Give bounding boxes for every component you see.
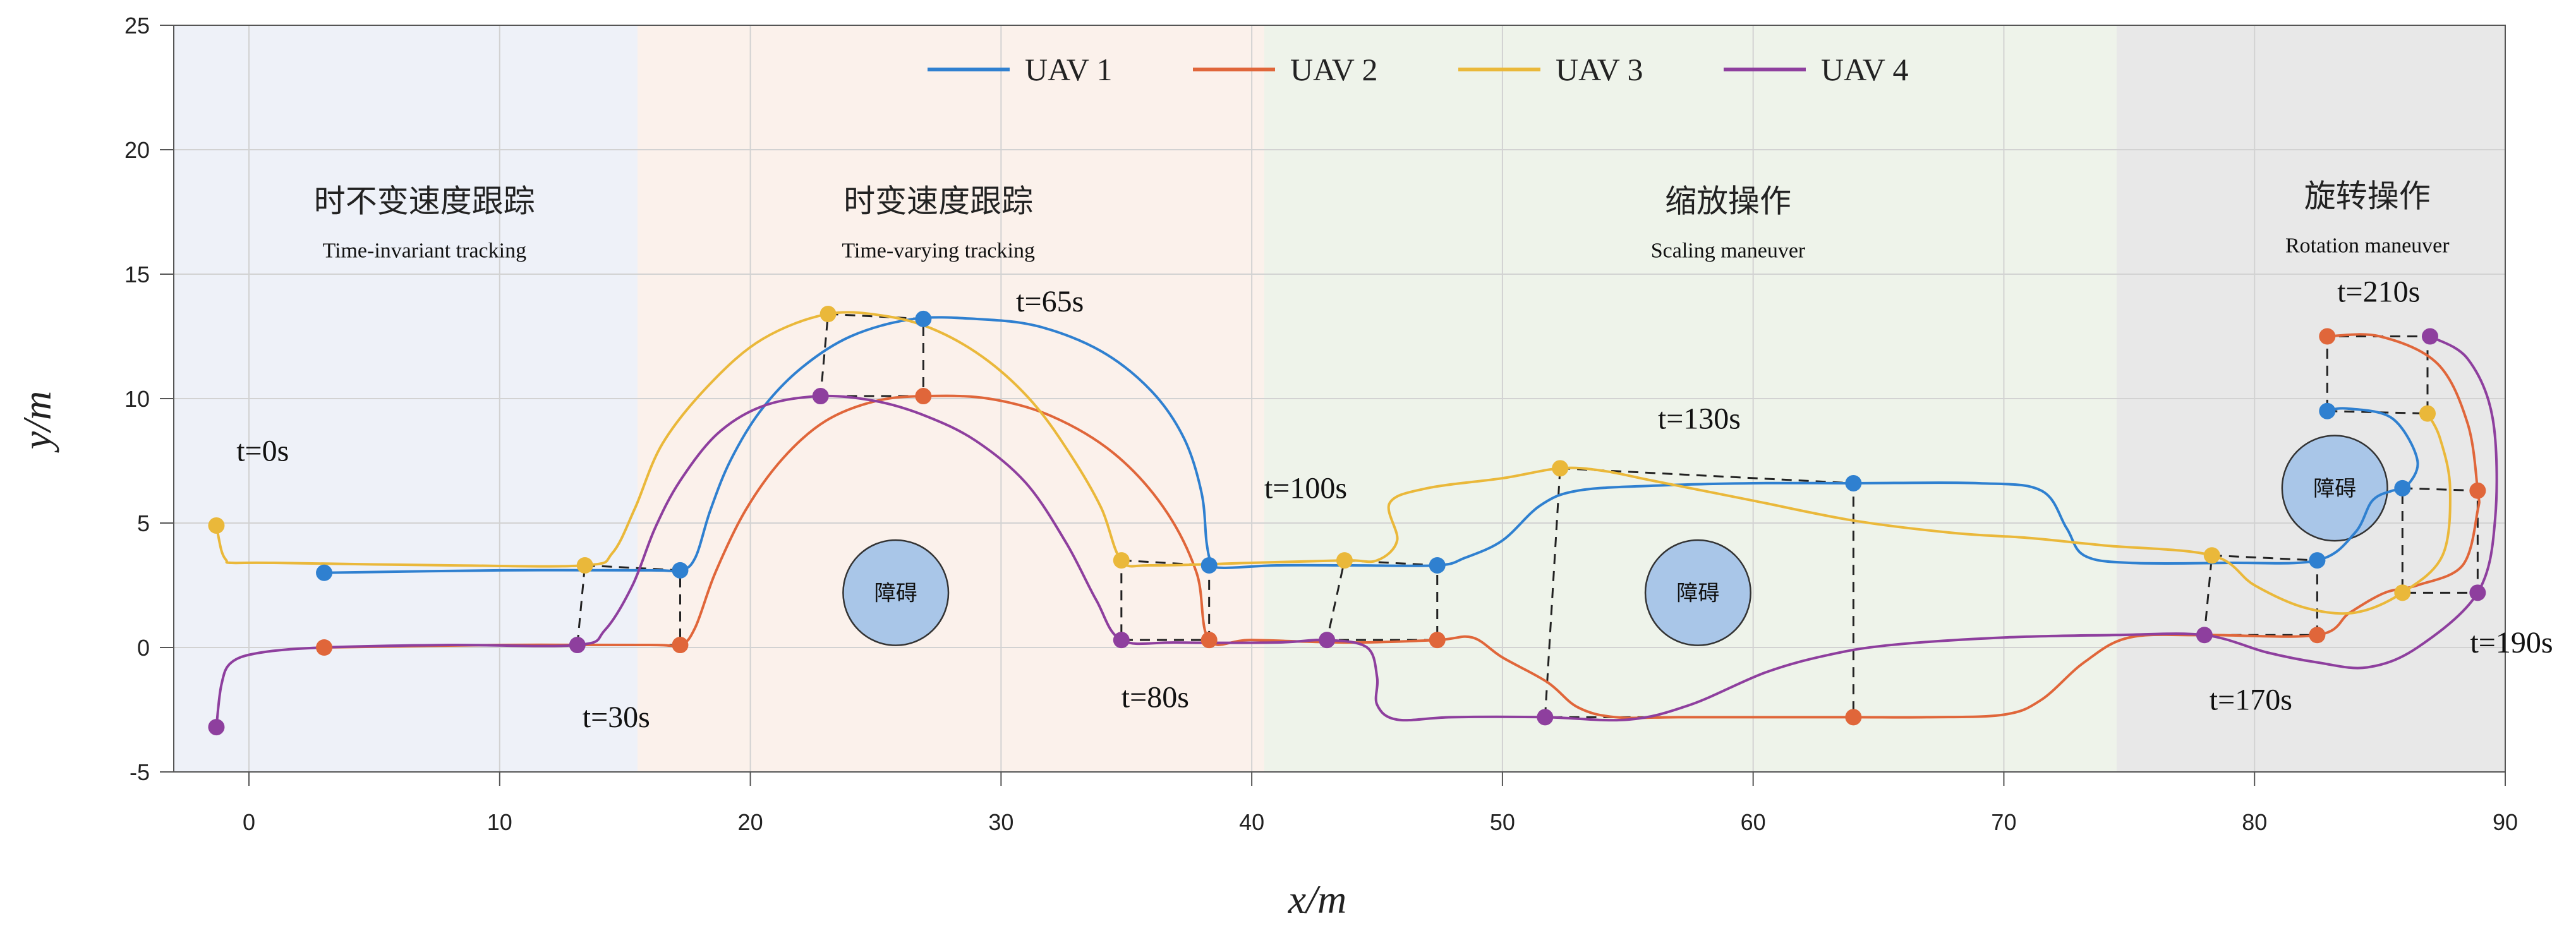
y-tick-label: 10 [124, 386, 150, 412]
uav-4-marker [812, 388, 829, 405]
x-axis-title: x/m [1288, 877, 1346, 922]
time-label: t=80s [1122, 681, 1189, 714]
uav-1-marker [672, 562, 689, 579]
uav-3-marker [1113, 552, 1130, 569]
time-label: t=170s [2210, 683, 2292, 717]
phase-title-cn: 旋转操作 [2304, 178, 2431, 215]
uav-2-marker [915, 388, 932, 405]
phase-title-cn: 时不变速度跟踪 [314, 183, 535, 220]
x-tick-label: 20 [738, 809, 763, 835]
obstacle-label: 障碍 [2313, 476, 2356, 502]
uav-1-marker [1200, 557, 1218, 574]
uav-3-marker [2203, 547, 2220, 564]
phase-labels: 时不变速度跟踪 Time-invariant tracking 时变速度跟踪 Time… [314, 178, 2450, 263]
x-tick-label: 60 [1741, 809, 1766, 835]
uav-4-marker [1537, 709, 1554, 726]
obstacle-circle [842, 539, 950, 646]
uav-4-marker [208, 719, 225, 736]
formation-shape [576, 564, 681, 646]
uav-4-marker [2421, 328, 2438, 345]
uav-3-marker [819, 306, 837, 323]
uav-2-marker [1845, 709, 1862, 726]
obstacle-circle [1644, 539, 1751, 646]
formation-shape [1544, 467, 1854, 718]
time-label: t=130s [1658, 402, 1741, 435]
uav-2-marker [316, 639, 333, 656]
uav-3-marker [576, 557, 593, 574]
uav-4-marker [569, 637, 586, 654]
legend: UAV 1 UAV 2 UAV 3 UAV 4 [928, 52, 1908, 87]
uav-4-marker [1113, 632, 1130, 649]
x-tick-label: 80 [2242, 809, 2267, 835]
x-tick-label: 40 [1239, 809, 1264, 835]
axes: x/m y/m 0 10 20 30 40 50 60 70 80 90 -5 0 5 10 15 20 25 [15, 13, 2518, 922]
y-tick-label: 0 [137, 635, 150, 661]
time-label: t=210s [2337, 275, 2420, 308]
x-tick-label: 0 [243, 809, 255, 835]
x-tick-label: 30 [988, 809, 1013, 835]
time-labels: t=0s t=30s t=65s t=80s t=100s t=130s t=170s t=1… [236, 275, 2553, 734]
phase-title-en: Scaling maneuver [1651, 239, 1806, 263]
uav-1-marker [2394, 479, 2411, 497]
uav-2-marker [1429, 632, 1446, 649]
uav-4-marker [1319, 632, 1336, 649]
uav-2-marker [2469, 482, 2486, 499]
uav-2-marker [672, 637, 689, 654]
uav-4-marker [2469, 584, 2486, 601]
uav-1-marker [2309, 552, 2326, 569]
uav-3-legend-label: UAV 3 [1556, 52, 1643, 87]
obstacle-label: 障碍 [874, 581, 917, 606]
y-tick-label: 25 [124, 13, 150, 39]
uav-1-marker [316, 564, 333, 581]
phase-title-cn: 缩放操作 [1665, 183, 1791, 220]
phase-title-cn: 时变速度跟踪 [844, 183, 1033, 220]
uav-3-marker [208, 517, 225, 534]
time-label: t=65s [1016, 285, 1084, 318]
y-axis-title: y/m [15, 391, 59, 453]
uav-1-legend-label: UAV 1 [1025, 52, 1112, 87]
x-tick-label: 70 [1991, 809, 2016, 835]
time-label: t=0s [236, 435, 289, 468]
uav-2-marker [2309, 627, 2326, 644]
y-tick-label: 15 [124, 262, 150, 287]
uav-4-legend-label: UAV 4 [1821, 52, 1908, 87]
uav-1-marker [2319, 402, 2336, 419]
y-tick-label: -5 [130, 759, 150, 785]
uav-2-marker [2319, 328, 2336, 345]
uav-markers [208, 306, 2486, 736]
obstacle-circle [2281, 435, 2388, 542]
uav-3-marker [2419, 405, 2436, 422]
y-tick-label: 5 [137, 510, 150, 536]
y-tick-label: 20 [124, 137, 150, 163]
uav-3-marker [1336, 552, 1353, 569]
time-label: t=100s [1264, 472, 1347, 505]
obstacle-label: 障碍 [1676, 581, 1719, 606]
uav-4-marker [2196, 627, 2213, 644]
x-tick-label: 90 [2493, 809, 2518, 835]
uav-2-marker [1200, 632, 1218, 649]
uav-1-marker [1845, 474, 1862, 491]
uav-2-legend-label: UAV 2 [1290, 52, 1377, 87]
time-label: t=190s [2470, 626, 2553, 659]
uav-1-trajectory [323, 316, 2419, 574]
uav-4-trajectory [215, 335, 2498, 729]
x-tick-label: 50 [1490, 809, 1515, 835]
uav-1-marker [915, 310, 932, 327]
phase-title-en: Time-invariant tracking [322, 239, 526, 263]
uav-3-marker [2394, 584, 2411, 601]
uav-3-marker [1552, 460, 1569, 477]
plot-frame [173, 25, 2506, 773]
x-tick-label: 10 [487, 809, 512, 835]
phase-title-en: Rotation maneuver [2285, 234, 2450, 258]
time-label: t=30s [583, 701, 650, 734]
uav-1-marker [1429, 557, 1446, 574]
phase-title-en: Time-varying tracking [842, 239, 1035, 263]
